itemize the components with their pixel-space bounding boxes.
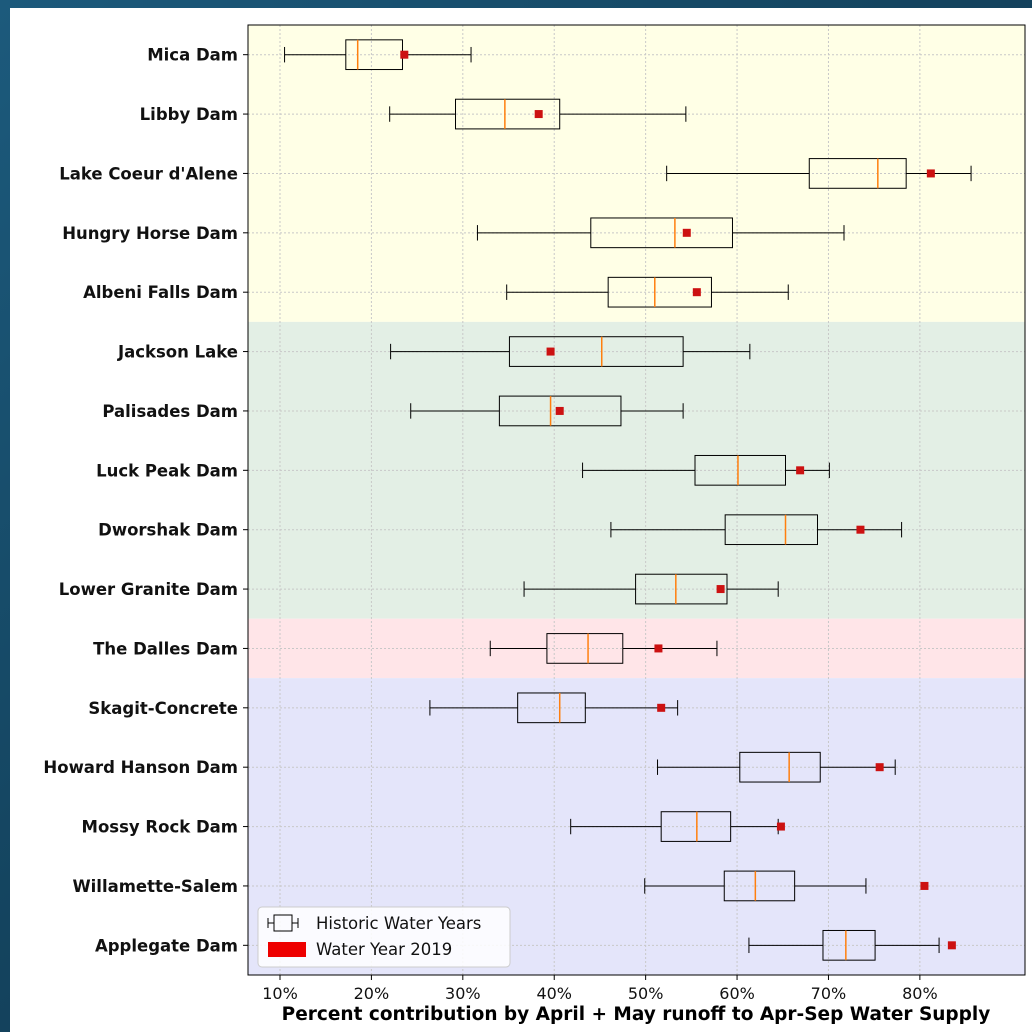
box-9 xyxy=(523,573,779,605)
legend-box-icon xyxy=(267,914,299,932)
wy2019-marker-11 xyxy=(657,703,666,712)
legend-frame xyxy=(257,906,511,968)
box-10 xyxy=(489,633,718,664)
box-7 xyxy=(582,454,830,486)
y-tick-label-0: Mica Dam xyxy=(147,46,238,65)
figure: Mica Dam Libby Dam Lake Coeur d'Alene Hungr… xyxy=(10,8,1032,1032)
wy2019-marker-6 xyxy=(555,406,564,415)
wy2019-marker-1 xyxy=(534,110,543,119)
y-tick-label-8: Dworshak Dam xyxy=(98,521,238,540)
box-rect-1 xyxy=(455,98,561,130)
box-5 xyxy=(390,336,751,367)
wy2019-marker-12 xyxy=(875,763,884,772)
wy2019-marker-9 xyxy=(716,585,725,594)
legend-label-historic: Historic Water Years xyxy=(316,914,481,933)
x-axis-label: Percent contribution by April + May runo… xyxy=(282,1004,991,1025)
box-rect-5 xyxy=(508,336,684,367)
y-tick-label-13: Mossy Rock Dam xyxy=(82,818,238,837)
box-14 xyxy=(644,870,867,902)
y-tick-label-15: Applegate Dam xyxy=(95,936,238,955)
y-tick-label-10: The Dalles Dam xyxy=(93,639,238,658)
x-tick-labels: 10% 20% 30% 40% 50% 60% 70% 80% xyxy=(262,975,938,1003)
wy2019-marker-5 xyxy=(546,347,555,356)
y-tick-label-5: Jackson Lake xyxy=(117,343,238,362)
boxes xyxy=(284,39,972,961)
wy2019-markers xyxy=(400,50,956,950)
x-tick-label-0: 10% xyxy=(262,984,298,1003)
box-rect-3 xyxy=(590,217,733,249)
region-bands xyxy=(248,25,1025,975)
legend-wy2019-patch xyxy=(268,942,306,957)
wy2019-marker-10 xyxy=(654,644,663,653)
box-rect-7 xyxy=(694,454,787,486)
y-tick-label-3: Hungry Horse Dam xyxy=(62,224,238,243)
wy2019-marker-2 xyxy=(926,169,935,178)
wy2019-marker-13 xyxy=(776,822,785,831)
box-rect-8 xyxy=(724,514,818,546)
box-1 xyxy=(389,98,687,130)
axes-frame xyxy=(247,24,1026,976)
wy2019-marker-3 xyxy=(682,228,691,237)
y-tick-label-1: Libby Dam xyxy=(140,105,238,124)
box-6 xyxy=(410,395,684,427)
box-15 xyxy=(748,929,940,961)
x-tick-label-3: 40% xyxy=(536,984,572,1003)
box-rect-14 xyxy=(723,870,796,902)
legend: Historic Water Years Water Year 2019 xyxy=(257,906,511,968)
box-rect-9 xyxy=(635,573,728,605)
x-tick-label-7: 80% xyxy=(902,984,938,1003)
box-rect-11 xyxy=(517,692,586,724)
y-tick-label-6: Palisades Dam xyxy=(102,402,238,421)
box-rect-4 xyxy=(607,276,712,308)
box-3 xyxy=(476,217,845,249)
x-tick-label-2: 30% xyxy=(445,984,481,1003)
wy2019-marker-7 xyxy=(796,466,805,475)
wy2019-marker-0 xyxy=(400,50,409,59)
box-rect-15 xyxy=(822,929,876,961)
x-tick-label-4: 50% xyxy=(628,984,664,1003)
box-11 xyxy=(429,692,679,724)
y-tick-label-2: Lake Coeur d'Alene xyxy=(59,164,238,183)
box-rect-6 xyxy=(498,395,622,427)
box-4 xyxy=(506,276,789,308)
wy2019-marker-15 xyxy=(947,941,956,950)
y-tick-labels: Mica Dam Libby Dam Lake Coeur d'Alene Hungr… xyxy=(43,46,248,955)
y-tick-label-4: Albeni Falls Dam xyxy=(83,283,238,302)
wy2019-marker-4 xyxy=(692,288,701,297)
boxplot-chart: Mica Dam Libby Dam Lake Coeur d'Alene Hungr… xyxy=(43,24,1026,1025)
x-tick-label-5: 60% xyxy=(719,984,755,1003)
box-2 xyxy=(666,158,972,189)
box-rect-12 xyxy=(739,751,821,783)
x-tick-label-1: 20% xyxy=(354,984,390,1003)
y-tick-label-12: Howard Hanson Dam xyxy=(43,758,238,777)
x-tick-label-6: 70% xyxy=(811,984,847,1003)
wy2019-marker-8 xyxy=(856,525,865,534)
box-rect-13 xyxy=(660,811,732,842)
box-rect-10 xyxy=(546,633,624,664)
y-tick-label-14: Willamette-Salem xyxy=(72,877,238,896)
wy2019-marker-14 xyxy=(920,881,929,890)
y-tick-label-7: Luck Peak Dam xyxy=(96,461,238,480)
legend-label-wy2019: Water Year 2019 xyxy=(316,940,452,959)
y-tick-label-9: Lower Granite Dam xyxy=(59,580,238,599)
y-tick-label-11: Skagit-Concrete xyxy=(88,699,238,718)
box-rect-2 xyxy=(808,158,907,189)
